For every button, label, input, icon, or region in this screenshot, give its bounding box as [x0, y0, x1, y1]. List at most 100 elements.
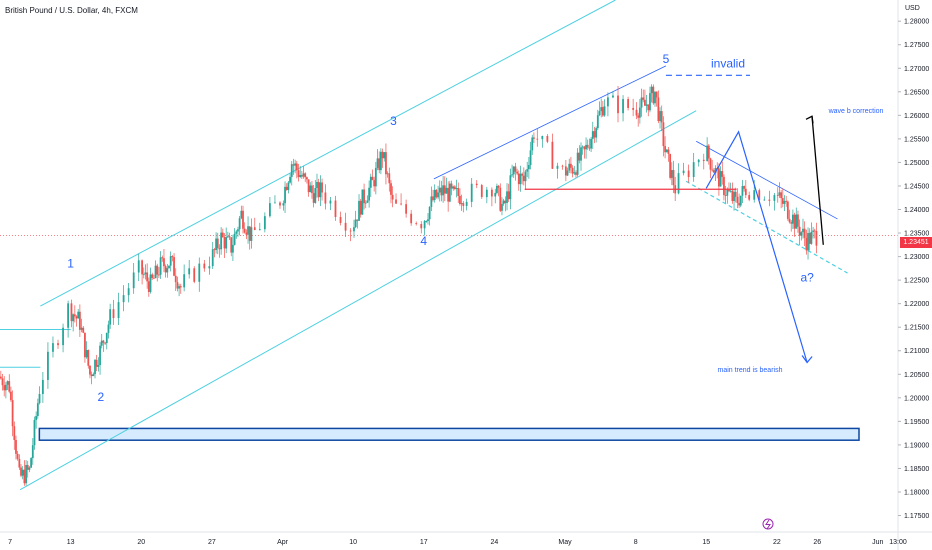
candle-body [475, 183, 478, 186]
candle-body [506, 191, 508, 204]
x-tick-label: Jun [872, 539, 883, 546]
candle-body [415, 223, 418, 225]
y-tick-label: 1.20500 [904, 372, 929, 379]
y-tick-label: 1.19000 [904, 442, 929, 449]
candle-body [287, 182, 290, 190]
candle-body [591, 131, 594, 139]
candle-body [366, 200, 369, 203]
candle-body [748, 195, 751, 200]
candle-body [364, 202, 367, 204]
candle-body [781, 198, 784, 204]
candle-body [517, 173, 520, 185]
candle-body [733, 191, 735, 201]
candle-body [87, 350, 90, 366]
candle-body [168, 265, 170, 269]
candle-body [321, 182, 323, 193]
main-trend-label: main trend is bearish [718, 367, 783, 374]
x-tick-label: 26 [813, 539, 821, 546]
candle-body [8, 381, 11, 392]
invalid-label: invalid [711, 56, 745, 70]
candle-body [607, 97, 609, 107]
wave-b-arrow [811, 116, 824, 245]
candle-body [571, 167, 574, 174]
lower-channel-line [19, 110, 697, 491]
candle-body [282, 203, 285, 206]
candle-body [317, 181, 320, 198]
candle-body [768, 199, 771, 201]
candle-body [35, 415, 38, 420]
candle-body [459, 195, 461, 204]
candle-body [805, 237, 808, 251]
candle-body [728, 189, 730, 192]
candle-body [33, 419, 36, 446]
candle-body [753, 190, 756, 200]
candle-body [381, 151, 384, 159]
candle-body [650, 86, 653, 94]
candle-body [188, 268, 191, 275]
candle-body [198, 263, 201, 282]
candle-body [356, 219, 359, 221]
candle-body [26, 465, 29, 470]
x-tick-label: 13 [67, 539, 75, 546]
candle-body [667, 149, 670, 154]
candle-body [590, 138, 592, 149]
candle-body [583, 146, 586, 150]
candle-body [166, 268, 169, 273]
x-tick-label: May [558, 539, 572, 546]
candles [0, 84, 818, 486]
candle-body [307, 179, 310, 193]
candle-body [285, 186, 288, 190]
candle-body [427, 219, 429, 222]
candle-body [578, 152, 581, 161]
candle-body [807, 232, 809, 251]
trend-channel-layer [19, 0, 848, 491]
candle-body [105, 332, 108, 344]
candle-body [793, 214, 796, 229]
candle-body [588, 147, 591, 149]
candle-body [603, 106, 606, 116]
candle-body [306, 177, 308, 180]
y-tick-label: 1.22000 [904, 301, 929, 308]
candle-body [374, 167, 377, 187]
y-tick-label: 1.25000 [904, 160, 929, 167]
candle-body [36, 403, 39, 416]
candle-body [496, 185, 498, 193]
candle-body [645, 104, 648, 106]
annotation-labels: 1 2 3 4 5 a? invalid wave b correction main tren… [67, 52, 884, 530]
candle-body [299, 175, 302, 178]
candle-body [655, 91, 658, 98]
candle-body [109, 309, 112, 325]
candle-body [178, 286, 180, 289]
wave-label: 3 [390, 114, 397, 128]
candle-body [743, 186, 746, 189]
candle-body [410, 213, 413, 224]
candle-body [595, 128, 598, 138]
candle-body [440, 187, 443, 196]
candle-body [390, 183, 392, 195]
candle-body [147, 281, 150, 292]
candle-body [223, 236, 226, 249]
candle-body [57, 343, 59, 346]
candle-body [41, 379, 44, 394]
candle-body [11, 400, 14, 427]
candle-body [391, 194, 394, 200]
candle-body [647, 104, 650, 111]
candle-body [20, 467, 22, 476]
candle-body [230, 237, 233, 253]
candle-body [152, 277, 155, 279]
candle-body [536, 138, 539, 140]
candle-body [311, 185, 313, 194]
candle-body [531, 137, 534, 151]
candle-body [18, 458, 21, 468]
candle-body [546, 136, 549, 142]
candle-body [193, 268, 196, 282]
candle-body [788, 218, 791, 223]
candle-body [28, 467, 31, 470]
candle-body [576, 152, 579, 175]
candle-body [295, 163, 298, 171]
candle-body [319, 182, 322, 198]
candle-body [279, 202, 281, 206]
demand-zone-layer [0, 235, 898, 441]
candle-body [568, 163, 571, 171]
